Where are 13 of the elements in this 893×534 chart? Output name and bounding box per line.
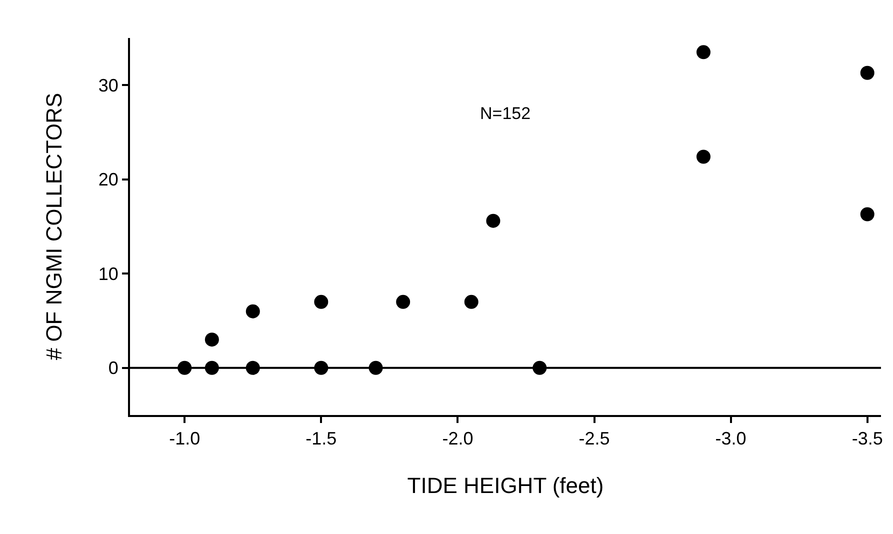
annotation: N=152	[480, 104, 531, 123]
y-tick-label: 30	[98, 75, 118, 96]
y-tick-label: 0	[108, 358, 118, 378]
x-tick-label: -2.0	[442, 428, 474, 449]
y-tick-label: 20	[98, 170, 118, 190]
x-tick-label: -1.0	[169, 428, 200, 449]
x-tick-label: -3.0	[715, 428, 746, 449]
x-tick-label: -1.5	[306, 428, 337, 449]
x-tick-label: -2.5	[578, 428, 610, 449]
x-axis-title: TIDE HEIGHT (feet)	[407, 473, 604, 498]
x-tick-label: -3.5	[852, 428, 883, 449]
y-tick-label: 10	[98, 264, 118, 284]
y-axis-title: # OF NGMI COLLECTORS	[42, 92, 67, 360]
